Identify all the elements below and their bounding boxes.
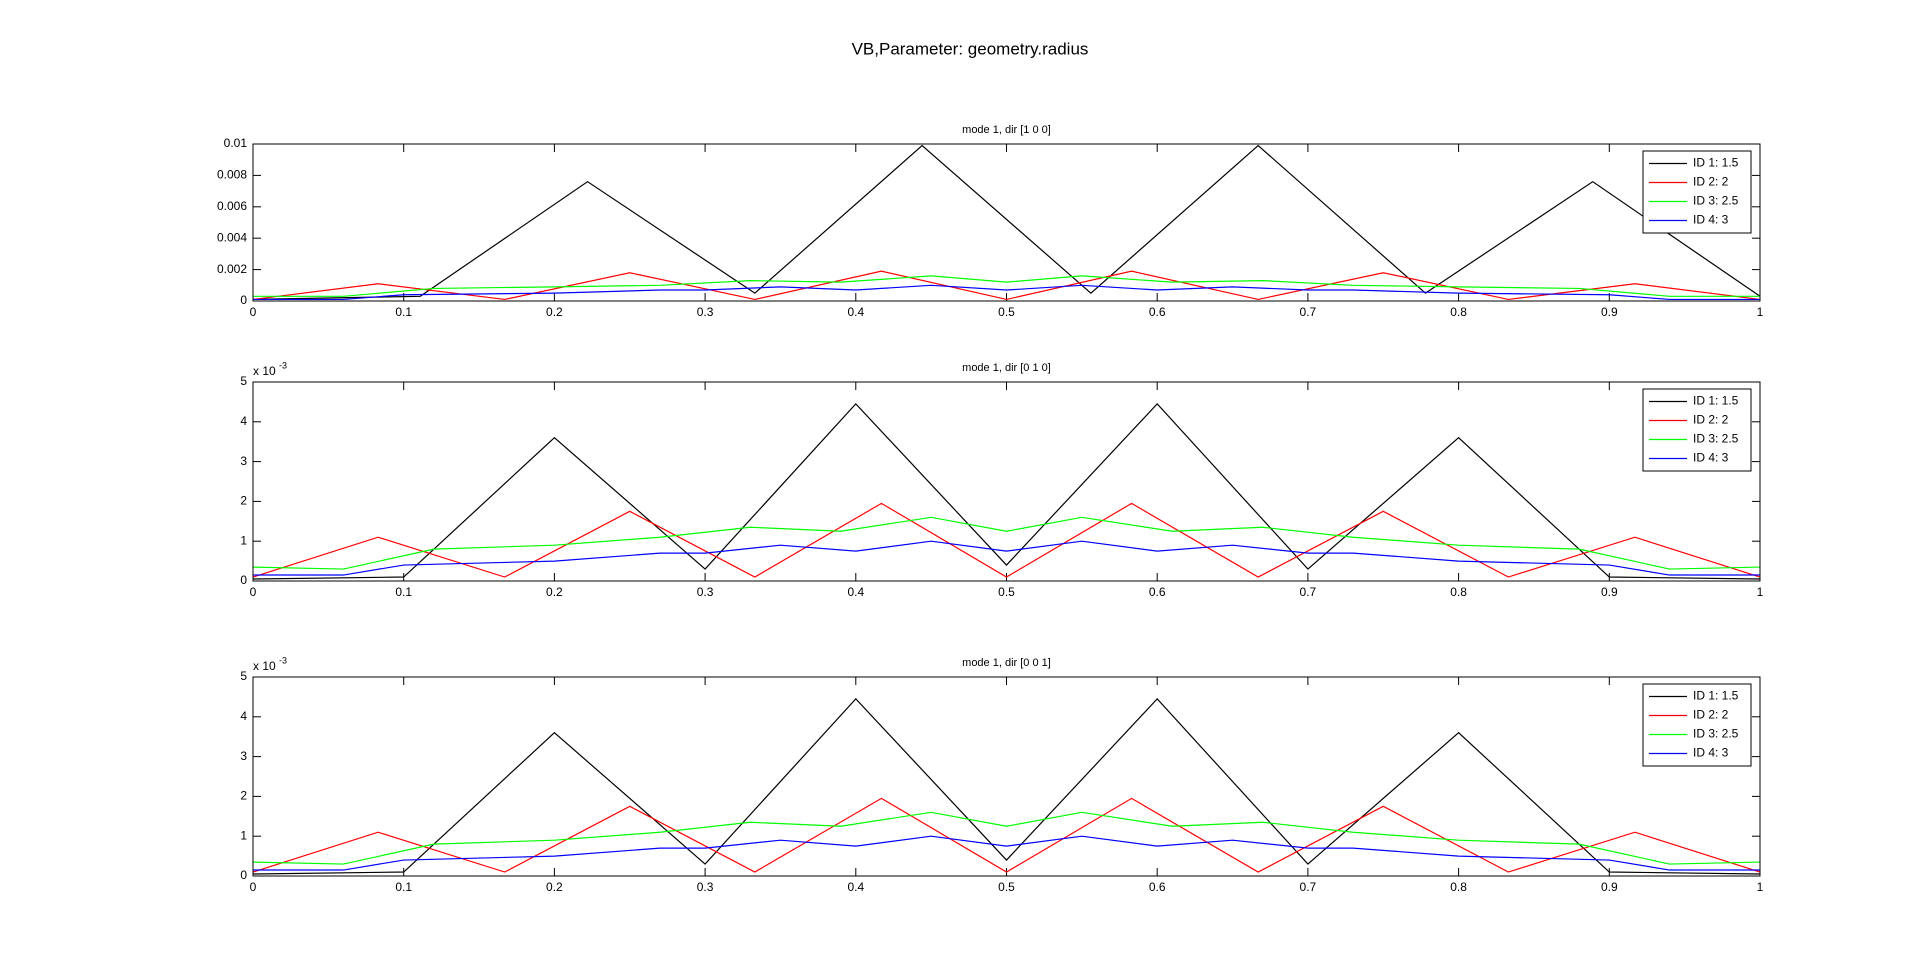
y-tick-label: 4 (240, 414, 247, 428)
subplot-title: mode 1, dir [1 0 0] (962, 124, 1051, 136)
x-tick-label: 1 (1757, 305, 1764, 319)
legend-label: ID 1: 1.5 (1693, 394, 1739, 408)
legend-label: ID 3: 2.5 (1693, 194, 1739, 208)
y-tick-label: 0.004 (217, 230, 247, 244)
legend-label: ID 2: 2 (1693, 708, 1729, 722)
data-line (253, 540, 1760, 576)
data-line (253, 275, 1760, 297)
x-tick-label: 0.8 (1450, 880, 1467, 894)
legend-label: ID 2: 2 (1693, 413, 1729, 427)
legend-label: ID 1: 1.5 (1693, 689, 1739, 703)
y-scale-exponent: -3 (279, 360, 287, 370)
data-line (253, 835, 1760, 871)
x-tick-label: 0.1 (395, 305, 412, 319)
data-line (252, 797, 1761, 873)
y-tick-label: 0 (240, 868, 247, 882)
x-tick-label: 0.3 (697, 585, 714, 599)
legend-label: ID 3: 2.5 (1693, 432, 1739, 446)
axes-frame (252, 381, 1761, 582)
y-tick-label: 0.006 (217, 199, 247, 213)
data-line (252, 144, 1761, 301)
x-tick-label: 0.4 (847, 585, 864, 599)
subplot: mode 1, dir [1 0 0] 0 0.1 0.2 0.3 0.4 0.5 0.6 0.… (217, 124, 1764, 319)
x-tick-label: 0.1 (395, 585, 412, 599)
axes-frame (252, 676, 1761, 877)
x-tick-label: 1 (1757, 585, 1764, 599)
data-line (252, 698, 1761, 875)
legend-label: ID 4: 3 (1693, 213, 1729, 227)
legend: ID 1: 1.5 ID 2: 2 ID 3: 2.5 ID 4: 3 (1642, 388, 1752, 472)
x-tick-label: 0.1 (395, 880, 412, 894)
x-tick-label: 0.8 (1450, 305, 1467, 319)
x-tick-label: 0.9 (1601, 585, 1618, 599)
y-scale-exponent: -3 (279, 655, 287, 665)
axes-background (253, 144, 1760, 301)
figure-title: VB,Parameter: geometry.radius (852, 39, 1089, 58)
x-tick-label: 0.2 (546, 880, 563, 894)
subplot: mode 1, dir [0 0 1] x 10 -3 0 0.1 0.2 0.3 0.4 0.… (240, 655, 1763, 894)
x-tick-label: 0.5 (998, 305, 1015, 319)
x-tick-label: 1 (1757, 880, 1764, 894)
x-tick-label: 0.7 (1300, 585, 1317, 599)
legend: ID 1: 1.5 ID 2: 2 ID 3: 2.5 ID 4: 3 (1642, 150, 1752, 234)
x-tick-label: 0 (250, 585, 257, 599)
y-tick-label: 3 (240, 749, 247, 763)
data-line (253, 284, 1760, 301)
x-tick-label: 0 (250, 880, 257, 894)
legend-label: ID 4: 3 (1693, 746, 1729, 760)
data-line (252, 502, 1761, 578)
x-tick-label: 0.6 (1149, 585, 1166, 599)
legend-label: ID 2: 2 (1693, 175, 1729, 189)
y-tick-label: 4 (240, 709, 247, 723)
x-tick-label: 0.2 (546, 585, 563, 599)
y-tick-label: 0 (240, 573, 247, 587)
y-scale-base: x 10 (253, 364, 276, 378)
y-tick-label: 2 (240, 789, 247, 803)
legend-label: ID 1: 1.5 (1693, 156, 1739, 170)
y-tick-label: 1 (240, 533, 247, 547)
x-tick-label: 0.9 (1601, 880, 1618, 894)
subplot-title: mode 1, dir [0 1 0] (962, 362, 1051, 374)
y-tick-label: 0.008 (217, 168, 247, 182)
data-line (252, 516, 1761, 570)
legend: ID 1: 1.5 ID 2: 2 ID 3: 2.5 ID 4: 3 (1642, 683, 1752, 767)
data-line (252, 811, 1761, 865)
data-line (252, 270, 1761, 301)
x-tick-label: 0.3 (697, 880, 714, 894)
legend-label: ID 4: 3 (1693, 451, 1729, 465)
y-scale-base: x 10 (253, 659, 276, 673)
x-tick-label: 0.4 (847, 305, 864, 319)
axes-frame (252, 143, 1761, 302)
legend-box (1642, 388, 1752, 472)
y-tick-label: 3 (240, 454, 247, 468)
x-tick-label: 0.7 (1300, 880, 1317, 894)
x-tick-label: 0.7 (1300, 305, 1317, 319)
x-tick-label: 0.9 (1601, 305, 1618, 319)
axes-background (253, 677, 1760, 876)
x-tick-label: 0.6 (1149, 880, 1166, 894)
y-tick-label: 0 (240, 293, 247, 307)
axes-background (253, 382, 1760, 581)
y-tick-label: 0.002 (217, 262, 247, 276)
y-tick-label: 0.01 (224, 136, 248, 150)
x-tick-label: 0.4 (847, 880, 864, 894)
legend-box (1642, 683, 1752, 767)
y-tick-label: 5 (240, 669, 247, 683)
data-line (252, 403, 1761, 580)
legend-box (1642, 150, 1752, 234)
y-tick-label: 5 (240, 374, 247, 388)
x-tick-label: 0.8 (1450, 585, 1467, 599)
x-tick-label: 0.3 (697, 305, 714, 319)
legend-label: ID 3: 2.5 (1693, 727, 1739, 741)
x-tick-label: 0.5 (998, 880, 1015, 894)
x-tick-label: 0.6 (1149, 305, 1166, 319)
x-tick-label: 0.5 (998, 585, 1015, 599)
x-tick-label: 0 (250, 305, 257, 319)
subplot-title: mode 1, dir [0 0 1] (962, 657, 1051, 669)
x-tick-label: 0.2 (546, 305, 563, 319)
y-tick-label: 1 (240, 828, 247, 842)
subplot: mode 1, dir [0 1 0] x 10 -3 0 0.1 0.2 0.3 0.4 0.… (240, 360, 1763, 599)
y-tick-label: 2 (240, 494, 247, 508)
